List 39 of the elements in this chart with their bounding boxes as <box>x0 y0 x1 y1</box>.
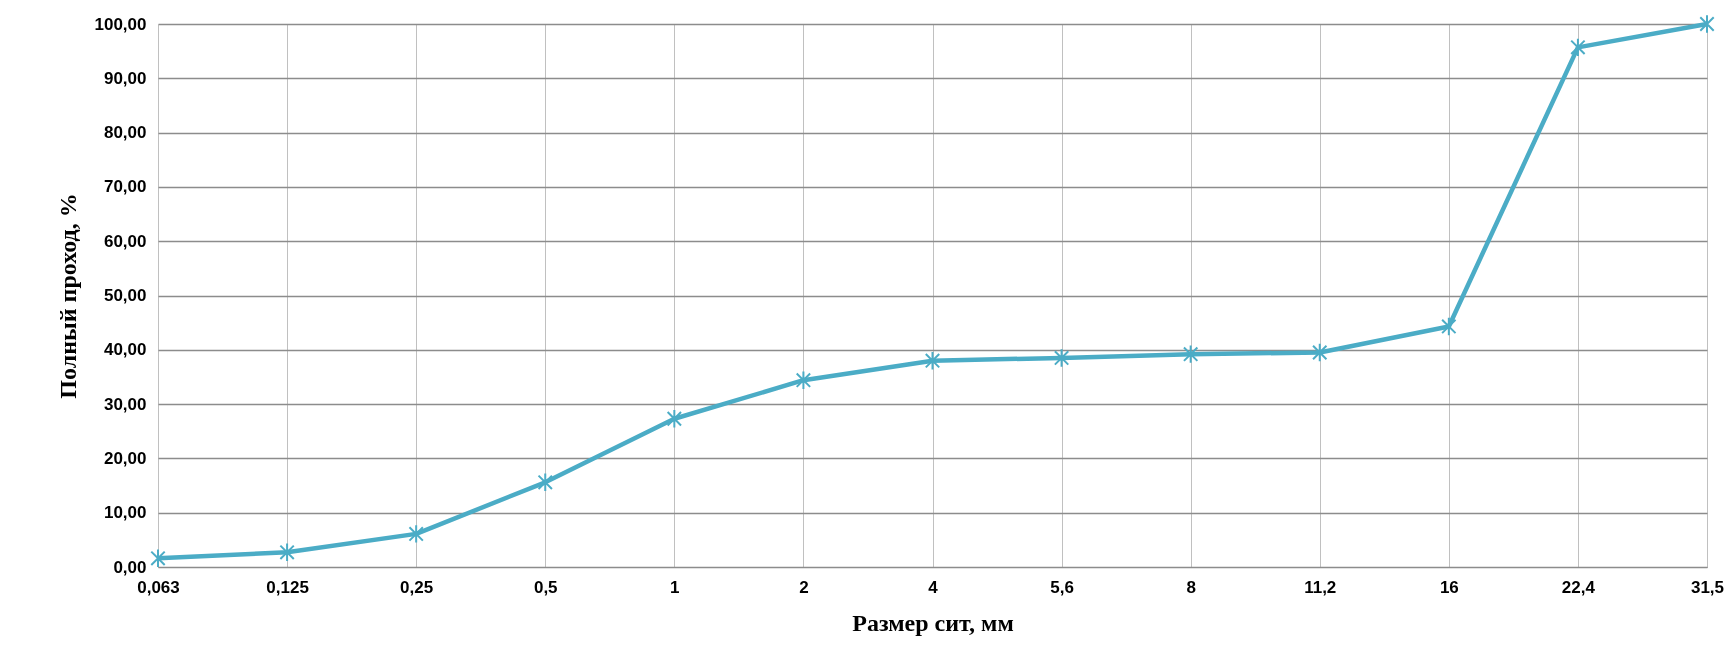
y-tick-label: 0,00 <box>113 557 147 577</box>
x-tick-label: 1 <box>670 577 680 597</box>
point <box>1699 14 1715 34</box>
y-tick-label: 10,00 <box>103 503 147 523</box>
x-tick-label: 4 <box>928 577 939 597</box>
point <box>279 542 295 563</box>
point <box>408 524 424 544</box>
y-axis-title: Полный проход, % <box>54 193 81 399</box>
point <box>924 350 941 371</box>
y-tick-label: 100,00 <box>94 14 147 34</box>
x-tick-label: 8 <box>1186 577 1196 597</box>
x-tick-label: 5,6 <box>1050 577 1074 597</box>
x-tick-label: 11,2 <box>1304 577 1337 597</box>
x-tick-label: 0,25 <box>400 577 434 597</box>
x-tick-label: 31,5 <box>1690 577 1725 597</box>
point <box>666 409 683 429</box>
x-tick-label: 16 <box>1439 577 1459 597</box>
y-tick-label: 70,00 <box>103 177 147 197</box>
point <box>150 548 166 569</box>
point <box>1312 342 1328 363</box>
y-tick-label: 90,00 <box>103 68 147 88</box>
x-tick-label: 0,125 <box>266 577 309 597</box>
point <box>1441 316 1457 337</box>
point <box>537 472 553 493</box>
x-tick-label: 0,063 <box>137 577 180 597</box>
y-tick-label: 20,00 <box>103 448 147 468</box>
x-axis-title: Размер сит, мм <box>852 609 1014 636</box>
x-tick-label: 2 <box>799 577 809 597</box>
x-tick-label: 22,4 <box>1561 577 1596 597</box>
point <box>1182 344 1199 364</box>
y-tick-label: 60,00 <box>103 231 147 251</box>
point <box>795 370 812 390</box>
point <box>1053 348 1070 368</box>
y-tick-label: 30,00 <box>103 394 147 414</box>
y-tick-label: 50,00 <box>103 286 147 305</box>
point <box>1570 37 1586 58</box>
y-tick-label: 80,00 <box>103 123 147 143</box>
y-tick-label: 40,00 <box>103 340 147 360</box>
x-tick-label: 0,5 <box>533 577 558 597</box>
